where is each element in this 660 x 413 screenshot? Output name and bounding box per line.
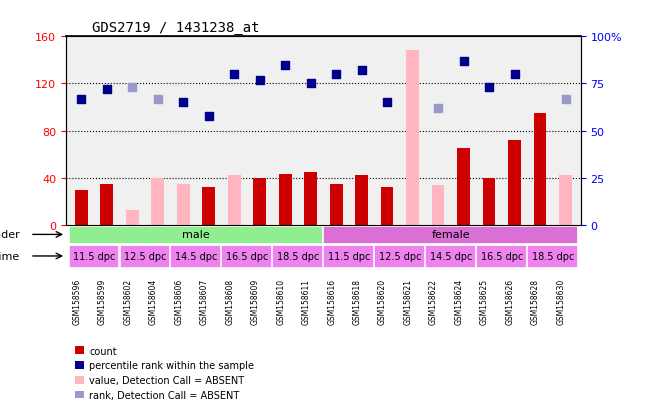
FancyBboxPatch shape: [323, 226, 577, 243]
Bar: [279, 175, 292, 225]
Point: [407, 21, 418, 27]
Text: female: female: [432, 230, 470, 240]
Point: [356, 68, 367, 74]
Text: GSM158628: GSM158628: [531, 278, 540, 324]
FancyBboxPatch shape: [527, 245, 577, 267]
Bar: [508, 141, 521, 225]
Point: [280, 62, 290, 69]
Bar: [330, 184, 343, 225]
Text: GSM158608: GSM158608: [225, 278, 234, 324]
Text: 16.5 dpc: 16.5 dpc: [480, 252, 523, 261]
Text: time: time: [0, 252, 20, 261]
Text: 12.5 dpc: 12.5 dpc: [124, 252, 166, 261]
Text: GDS2719 / 1431238_at: GDS2719 / 1431238_at: [92, 21, 259, 35]
Text: 18.5 dpc: 18.5 dpc: [277, 252, 319, 261]
Bar: [203, 188, 215, 225]
Text: GSM158609: GSM158609: [251, 278, 259, 324]
Point: [560, 96, 571, 102]
Point: [76, 96, 86, 102]
Bar: [126, 210, 139, 225]
Text: GSM158599: GSM158599: [98, 278, 107, 324]
Text: GSM158610: GSM158610: [276, 278, 285, 324]
Bar: [177, 184, 189, 225]
Point: [127, 85, 137, 91]
FancyBboxPatch shape: [323, 245, 373, 267]
Point: [458, 58, 469, 65]
Text: 11.5 dpc: 11.5 dpc: [328, 252, 370, 261]
Point: [331, 71, 341, 78]
Bar: [432, 185, 444, 225]
Text: gender: gender: [0, 230, 20, 240]
Bar: [482, 178, 496, 225]
Text: 18.5 dpc: 18.5 dpc: [531, 252, 574, 261]
Text: GSM158606: GSM158606: [174, 278, 183, 324]
Text: 16.5 dpc: 16.5 dpc: [226, 252, 268, 261]
Text: GSM158622: GSM158622: [429, 278, 438, 324]
Point: [484, 85, 494, 91]
Text: GSM158611: GSM158611: [302, 278, 311, 324]
Point: [382, 100, 393, 107]
Point: [510, 71, 520, 78]
Bar: [253, 178, 266, 225]
Point: [306, 81, 316, 88]
Text: GSM158596: GSM158596: [73, 278, 81, 324]
Text: GSM158620: GSM158620: [378, 278, 387, 324]
FancyBboxPatch shape: [69, 226, 322, 243]
Text: 14.5 dpc: 14.5 dpc: [175, 252, 217, 261]
Text: GSM158624: GSM158624: [455, 278, 463, 324]
Bar: [100, 184, 113, 225]
FancyBboxPatch shape: [273, 245, 322, 267]
Text: GSM158625: GSM158625: [480, 278, 489, 324]
Bar: [534, 114, 546, 225]
FancyBboxPatch shape: [69, 245, 118, 267]
Bar: [381, 188, 393, 225]
FancyBboxPatch shape: [222, 245, 271, 267]
FancyBboxPatch shape: [425, 245, 475, 267]
Bar: [304, 173, 317, 225]
Point: [433, 105, 444, 112]
Point: [535, 11, 545, 18]
Legend: count, percentile rank within the sample, value, Detection Call = ABSENT, rank, : count, percentile rank within the sample…: [71, 342, 258, 404]
Text: 12.5 dpc: 12.5 dpc: [379, 252, 421, 261]
Text: GSM158604: GSM158604: [148, 278, 158, 324]
Text: GSM158602: GSM158602: [123, 278, 132, 324]
Bar: [228, 176, 241, 225]
Text: GSM158630: GSM158630: [556, 278, 566, 324]
FancyBboxPatch shape: [170, 245, 220, 267]
Bar: [406, 51, 419, 225]
Point: [203, 113, 214, 119]
Bar: [355, 176, 368, 225]
Bar: [75, 190, 88, 225]
Text: 14.5 dpc: 14.5 dpc: [430, 252, 472, 261]
Bar: [457, 149, 470, 225]
Bar: [151, 178, 164, 225]
Text: GSM158607: GSM158607: [200, 278, 209, 324]
Text: GSM158618: GSM158618: [352, 278, 362, 324]
Text: GSM158616: GSM158616: [327, 278, 336, 324]
Text: 11.5 dpc: 11.5 dpc: [73, 252, 115, 261]
Text: GSM158626: GSM158626: [506, 278, 515, 324]
FancyBboxPatch shape: [477, 245, 526, 267]
FancyBboxPatch shape: [119, 245, 169, 267]
Bar: [559, 176, 572, 225]
Point: [178, 100, 189, 107]
Text: male: male: [182, 230, 210, 240]
Point: [229, 71, 240, 78]
Text: GSM158621: GSM158621: [404, 278, 412, 324]
FancyBboxPatch shape: [374, 245, 424, 267]
Point: [254, 77, 265, 84]
Point: [102, 87, 112, 93]
Point: [152, 96, 163, 102]
